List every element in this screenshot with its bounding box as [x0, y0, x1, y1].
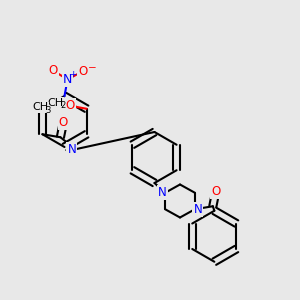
Text: O: O: [211, 185, 220, 198]
Text: CH: CH: [47, 98, 63, 108]
Text: O: O: [79, 64, 88, 78]
Text: N: N: [63, 73, 72, 86]
Text: +: +: [69, 70, 77, 79]
Text: 3: 3: [45, 106, 50, 115]
Text: N: N: [158, 186, 167, 199]
Text: O: O: [65, 99, 75, 112]
Text: CH: CH: [32, 102, 48, 112]
Text: 2: 2: [60, 101, 65, 110]
Text: −: −: [88, 62, 97, 73]
Text: O: O: [49, 64, 58, 77]
Text: H: H: [67, 143, 75, 156]
Text: N: N: [68, 143, 77, 156]
Text: O: O: [59, 116, 68, 129]
Text: N: N: [194, 203, 202, 216]
